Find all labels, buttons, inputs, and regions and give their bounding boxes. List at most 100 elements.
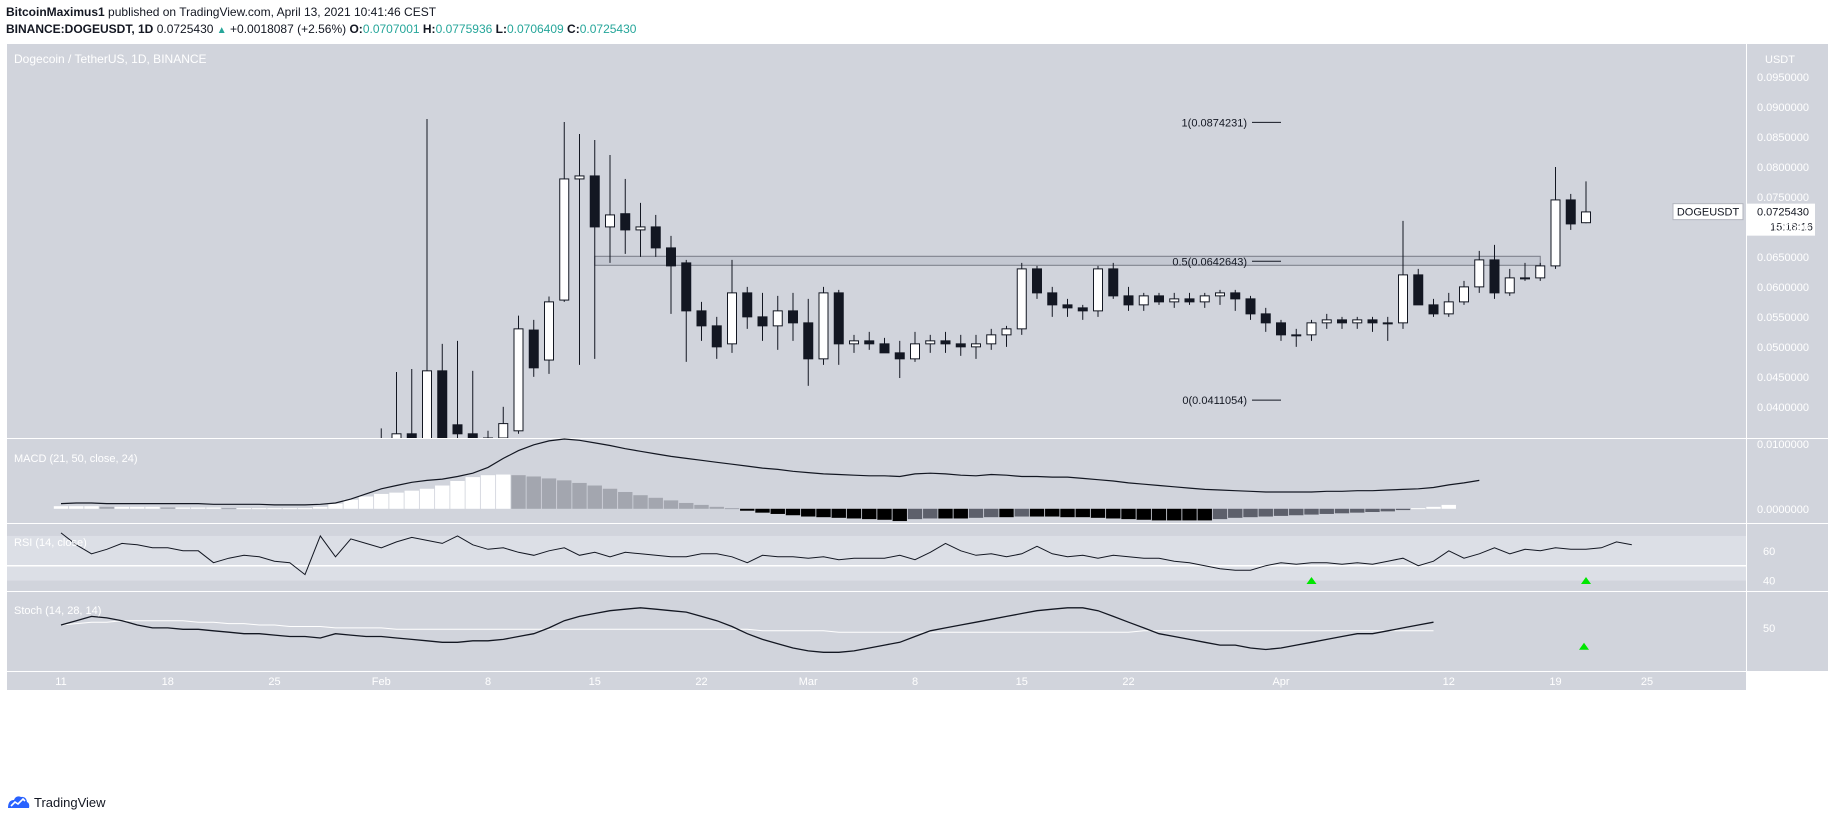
candle[interactable]	[864, 340, 875, 345]
candle[interactable]	[1520, 277, 1530, 280]
candle[interactable]	[574, 175, 585, 180]
candle[interactable]	[1138, 295, 1149, 306]
candle[interactable]	[1337, 319, 1347, 324]
author-name[interactable]: BitcoinMaximus1	[6, 5, 105, 19]
candle[interactable]	[437, 370, 448, 440]
candle[interactable]	[910, 343, 920, 360]
candle[interactable]	[1199, 295, 1210, 303]
candle[interactable]	[1123, 295, 1134, 306]
candle[interactable]	[940, 340, 951, 345]
candle[interactable]	[544, 301, 554, 361]
candle[interactable]	[1550, 199, 1561, 267]
candle[interactable]	[818, 292, 829, 360]
candle[interactable]	[589, 175, 600, 228]
time-tick-label: 25	[1641, 676, 1653, 688]
rsi-line[interactable]	[60, 532, 1632, 576]
candle[interactable]	[1504, 277, 1515, 294]
macd-pane[interactable]	[53, 438, 1480, 522]
candle[interactable]	[1474, 259, 1485, 288]
candle[interactable]	[681, 262, 692, 312]
candle[interactable]	[986, 334, 997, 345]
candle[interactable]	[757, 316, 768, 327]
candle[interactable]	[1184, 298, 1195, 303]
tradingview-brand[interactable]: TradingView	[34, 795, 106, 810]
candle[interactable]	[1276, 322, 1286, 336]
candle[interactable]	[803, 322, 814, 360]
low-label: L:	[495, 22, 507, 36]
candle[interactable]	[1260, 313, 1271, 324]
candle[interactable]	[605, 214, 615, 228]
candle[interactable]	[422, 370, 432, 488]
candle[interactable]	[1489, 259, 1500, 294]
candle[interactable]	[391, 433, 402, 442]
candle[interactable]	[406, 433, 417, 488]
price-tick-label: 0.0500000	[1757, 342, 1809, 354]
candle[interactable]	[1428, 304, 1439, 315]
candle[interactable]	[711, 325, 722, 348]
candle[interactable]	[1565, 199, 1576, 225]
candle[interactable]	[1413, 274, 1424, 306]
candle[interactable]	[1001, 328, 1012, 336]
candle[interactable]	[1306, 322, 1317, 336]
candle[interactable]	[696, 310, 707, 327]
candle[interactable]	[1459, 286, 1469, 303]
candle[interactable]	[650, 226, 661, 249]
candle[interactable]	[559, 178, 570, 301]
chart-area[interactable]: 1(0.0874231) 0.5(0.0642643) 0(0.0411054) DO…	[0, 44, 1828, 789]
candle[interactable]	[955, 343, 966, 348]
candle[interactable]	[1154, 295, 1164, 303]
candle[interactable]	[513, 328, 524, 432]
candle[interactable]	[452, 424, 463, 435]
macd-histogram-bar	[923, 508, 938, 519]
price-change: +0.0018087 (+2.56%)	[230, 22, 347, 36]
candle[interactable]	[1108, 268, 1119, 297]
candle[interactable]	[1062, 304, 1073, 309]
macd-histogram-bar	[53, 506, 69, 509]
candle[interactable]	[742, 292, 753, 318]
candle[interactable]	[1245, 298, 1256, 315]
candle[interactable]	[1077, 307, 1088, 312]
candle[interactable]	[1581, 211, 1591, 224]
candle[interactable]	[772, 310, 783, 327]
candle[interactable]	[971, 343, 981, 348]
candle[interactable]	[498, 423, 509, 438]
buy-signal-arrow-icon	[1306, 577, 1317, 584]
candle[interactable]	[1047, 292, 1058, 306]
candle[interactable]	[1352, 319, 1363, 324]
candle[interactable]	[1032, 268, 1042, 294]
stoch-k-line[interactable]	[60, 607, 1434, 653]
candle[interactable]	[1230, 292, 1241, 300]
candle[interactable]	[788, 310, 798, 324]
candle[interactable]	[1382, 322, 1393, 325]
candle[interactable]	[1169, 298, 1180, 303]
candle[interactable]	[849, 340, 859, 345]
resistance-zone[interactable]	[594, 255, 1541, 266]
candle[interactable]	[727, 292, 737, 345]
macd-histogram-bar	[221, 508, 236, 510]
candle[interactable]	[833, 292, 844, 345]
candle[interactable]	[1321, 319, 1332, 324]
candle[interactable]	[1443, 301, 1454, 315]
candle[interactable]	[666, 247, 676, 267]
candle[interactable]	[635, 226, 646, 231]
stoch-pane[interactable]	[60, 607, 1589, 653]
candle[interactable]	[1093, 268, 1103, 312]
candle[interactable]	[1398, 274, 1408, 324]
macd-histogram-bar	[1334, 508, 1350, 514]
macd-line[interactable]	[60, 438, 1480, 506]
candle[interactable]	[1291, 334, 1302, 337]
candle[interactable]	[1367, 319, 1378, 324]
candle[interactable]	[467, 433, 478, 440]
rsi-pane[interactable]	[7, 532, 1746, 584]
candle[interactable]	[1215, 292, 1225, 297]
candle[interactable]	[528, 329, 539, 369]
candle[interactable]	[1535, 265, 1546, 279]
candle[interactable]	[620, 213, 631, 231]
candle[interactable]	[894, 352, 905, 360]
candle[interactable]	[1016, 268, 1027, 330]
stoch-d-line[interactable]	[60, 620, 1434, 633]
candle[interactable]	[879, 343, 890, 354]
candle[interactable]	[925, 340, 936, 345]
price-pane[interactable]: 1(0.0874231) 0.5(0.0642643) 0(0.0411054) DO…	[316, 117, 1815, 613]
rsi-tick-label: 60	[1763, 546, 1775, 558]
